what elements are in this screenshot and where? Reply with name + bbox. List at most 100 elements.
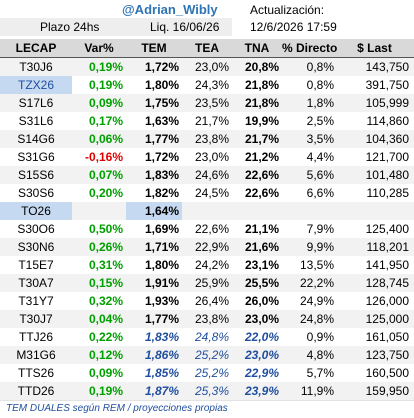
table-cell: 161,050 <box>365 330 409 344</box>
table-cell: 23,0% <box>244 348 279 362</box>
table-cell: 0,8% <box>306 78 334 92</box>
table-cell: 0,9% <box>306 330 334 344</box>
table-cell: 1,83% <box>144 330 179 344</box>
table-cell: 2,5% <box>306 114 334 128</box>
table-cell: 0,26% <box>88 240 123 254</box>
table-cell: 22,0% <box>244 330 279 344</box>
table-cell: 24,3% <box>194 78 229 92</box>
header-row: LECAP Var% TEM TEA TNA % Directo $ Last <box>0 39 414 58</box>
column-header: LECAP <box>15 41 57 55</box>
table-cell: 125,000 <box>365 312 409 326</box>
table-cell: 21,8% <box>244 78 279 92</box>
table-cell: 21,8% <box>244 96 279 110</box>
table-cell: 160,500 <box>365 366 409 380</box>
table-cell: 1,82% <box>144 186 179 200</box>
table-row: TTS26 0,09% 1,85% 25,2% 22,9% 5,7% 160,500 <box>0 364 414 383</box>
table-cell: 1,72% <box>144 150 179 164</box>
table-cell: 4,8% <box>306 348 334 362</box>
table-cell: 21,7% <box>244 132 279 146</box>
table-cell: 123,750 <box>365 348 409 362</box>
table-cell: 25,5% <box>244 276 279 290</box>
table-row: T30J6 0,19% 1,72% 23,0% 20,8% 0,8% 143,750 <box>0 58 414 77</box>
table-cell: 0,12% <box>88 348 123 362</box>
table-cell: 9,9% <box>306 240 334 254</box>
table-cell: T30A7 <box>18 276 54 290</box>
table-cell: 143,750 <box>365 60 409 74</box>
table-cell: S30O6 <box>17 222 55 236</box>
settlement: Liq. 16/06/26 <box>150 20 220 34</box>
footer-note: TEM DUALES según REM / proyecciones prop… <box>6 403 228 414</box>
table-cell: 21,1% <box>244 222 279 236</box>
table-cell: 1,86% <box>144 348 179 362</box>
column-header: TNA <box>244 41 270 55</box>
table-cell: TTJ26 <box>18 330 53 344</box>
table-cell: 3,5% <box>306 132 334 146</box>
table-cell: TTD26 <box>17 384 55 398</box>
table-cell: 125,400 <box>365 222 409 236</box>
table-cell: 1,80% <box>144 258 179 272</box>
table-row: M31G6 0,12% 1,86% 25,2% 23,0% 4,8% 123,750 <box>0 346 414 365</box>
table-cell: 24,2% <box>194 258 229 272</box>
table-cell: 22,6% <box>244 168 279 182</box>
table-cell: 1,77% <box>144 312 179 326</box>
table-cell: 25,2% <box>194 366 229 380</box>
table-row: TZX26 0,19% 1,80% 24,3% 21,8% 0,8% 391,750 <box>0 76 414 95</box>
table-cell: 23,5% <box>194 96 229 110</box>
table-cell: 25,2% <box>194 348 229 362</box>
table-cell: TO26 <box>0 202 72 220</box>
table-cell: S30N6 <box>17 240 55 254</box>
table-cell: S17L6 <box>18 96 54 110</box>
table-row: S30S6 0,20% 1,82% 24,5% 22,6% 6,6% 110,285 <box>0 184 414 203</box>
info-band <box>0 18 232 36</box>
table-cell: 24,9% <box>299 294 334 308</box>
table-row: T30A7 0,15% 1,91% 25,9% 25,5% 22,2% 128,745 <box>0 274 414 293</box>
table-cell: 21,6% <box>244 240 279 254</box>
table-row: T30J7 0,04% 1,77% 23,8% 23,0% 24,8% 125,000 <box>0 310 414 329</box>
table-cell: 159,950 <box>365 384 409 398</box>
table-cell: 1,83% <box>144 168 179 182</box>
table-cell: 4,4% <box>306 150 334 164</box>
table-row: S30O6 0,50% 1,69% 22,6% 21,1% 7,9% 125,400 <box>0 220 414 239</box>
table-cell: 105,999 <box>365 96 409 110</box>
table-cell: 6,6% <box>306 186 334 200</box>
table-cell: 1,8% <box>306 96 334 110</box>
table-cell: T30J7 <box>19 312 53 326</box>
table-cell: S15S6 <box>17 168 55 182</box>
table-cell: 114,860 <box>366 114 410 128</box>
table-cell: 22,6% <box>194 222 229 236</box>
table-cell: 0,50% <box>88 222 123 236</box>
table-row: S14G6 0,06% 1,77% 23,8% 21,7% 3,5% 104,360 <box>0 130 414 149</box>
table-row: TO26 1,64% <box>0 202 414 221</box>
table-cell: 0,19% <box>88 78 123 92</box>
table-cell: 13,5% <box>299 258 334 272</box>
table-cell: 19,9% <box>244 114 279 128</box>
table-row: TTD26 0,19% 1,87% 25,3% 23,9% 11,9% 159,950 <box>0 382 414 401</box>
table-cell: 1,91% <box>144 276 179 290</box>
table-cell: 22,2% <box>299 276 334 290</box>
table-cell: 0,09% <box>88 96 123 110</box>
table-cell: 20,8% <box>244 60 279 74</box>
table-cell: 1,85% <box>144 366 179 380</box>
table-cell: 0,32% <box>88 294 123 308</box>
column-header: Var% <box>84 41 114 55</box>
table-cell: 25,9% <box>194 276 229 290</box>
term: Plazo 24hs <box>40 20 100 34</box>
table-cell: 0,22% <box>88 330 123 344</box>
table-cell: 1,77% <box>144 132 179 146</box>
table-cell: 391,750 <box>365 78 409 92</box>
update-label: Actualización: <box>250 3 325 17</box>
table-row: S31G6 -0,16% 1,72% 23,0% 21,2% 4,4% 121,700 <box>0 148 414 167</box>
table-cell: 24,5% <box>194 186 229 200</box>
table-cell: T30J6 <box>19 60 53 74</box>
table-cell: 5,6% <box>306 168 334 182</box>
table-cell: TZX26 <box>0 76 72 94</box>
table-cell: 1,75% <box>144 96 179 110</box>
table-cell: 22,6% <box>244 186 279 200</box>
table-cell: 141,950 <box>365 258 409 272</box>
table-cell: 23,0% <box>194 150 229 164</box>
table-cell: T15E7 <box>18 258 54 272</box>
table-cell: 1,87% <box>144 384 179 398</box>
table-row: S30N6 0,26% 1,71% 22,9% 21,6% 9,9% 118,201 <box>0 238 414 257</box>
table-cell: 0,31% <box>88 258 123 272</box>
